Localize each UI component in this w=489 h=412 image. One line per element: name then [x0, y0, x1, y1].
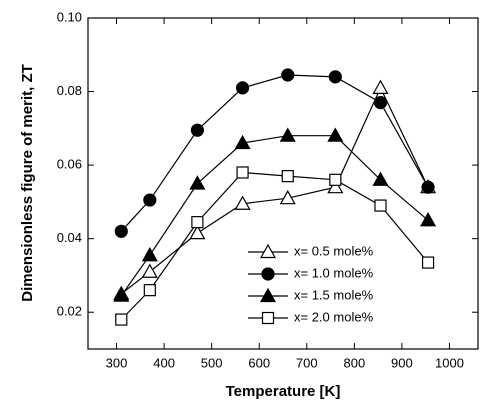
marker	[329, 173, 342, 186]
series-line	[120, 135, 429, 297]
x-tick-label: 800	[343, 355, 365, 370]
marker	[141, 263, 158, 278]
marker	[281, 170, 294, 183]
y-tick-label: 0.06	[57, 157, 82, 172]
marker	[372, 79, 389, 94]
marker	[191, 216, 204, 229]
x-tick-label: 900	[391, 355, 413, 370]
marker	[234, 195, 251, 210]
x-tick-label: 1000	[435, 355, 464, 370]
x-tick-label: 400	[153, 355, 175, 370]
marker	[279, 189, 296, 205]
y-tick-label: 0.08	[57, 83, 82, 98]
x-tick-label: 700	[296, 355, 318, 370]
marker	[143, 193, 157, 207]
x-tick-label: 600	[248, 355, 270, 370]
marker	[279, 127, 296, 142]
marker	[114, 224, 128, 238]
marker	[189, 175, 206, 190]
marker	[189, 224, 206, 240]
series-line	[120, 171, 429, 320]
marker	[113, 287, 130, 302]
marker	[420, 212, 437, 227]
marker	[236, 166, 249, 179]
marker	[190, 123, 204, 137]
marker	[115, 313, 128, 326]
legend-label: x= 1.0 mole%	[294, 265, 374, 280]
legend-label: x= 2.0 mole%	[294, 309, 374, 324]
marker	[421, 180, 435, 194]
legend-marker	[259, 243, 277, 259]
y-tick-label: 0.04	[57, 230, 82, 245]
x-axis-title: Temperature [K]	[226, 383, 341, 400]
marker	[328, 70, 342, 84]
marker	[374, 199, 387, 212]
y-axis-title: Dimensionless figure of merit, ZT	[19, 64, 36, 302]
legend-marker	[261, 267, 275, 281]
marker	[235, 81, 250, 95]
marker	[143, 284, 156, 297]
legend-marker	[259, 287, 277, 303]
legend-marker	[261, 311, 275, 325]
series-line	[120, 86, 429, 295]
legend-label: x= 1.5 mole%	[294, 287, 374, 302]
marker	[372, 171, 389, 186]
marker	[234, 134, 251, 150]
marker	[327, 127, 344, 142]
marker	[281, 68, 295, 82]
y-tick-label: 0.10	[57, 9, 82, 24]
series-line	[120, 74, 429, 232]
x-tick-label: 500	[201, 355, 223, 370]
marker	[327, 178, 344, 194]
marker	[421, 256, 435, 269]
legend-label: x= 0.5 mole%	[294, 243, 374, 258]
marker	[141, 246, 158, 262]
plot-frame	[87, 17, 479, 350]
y-tick-label: 0.02	[57, 304, 82, 319]
x-tick-label: 300	[106, 355, 128, 370]
marker	[373, 95, 388, 110]
